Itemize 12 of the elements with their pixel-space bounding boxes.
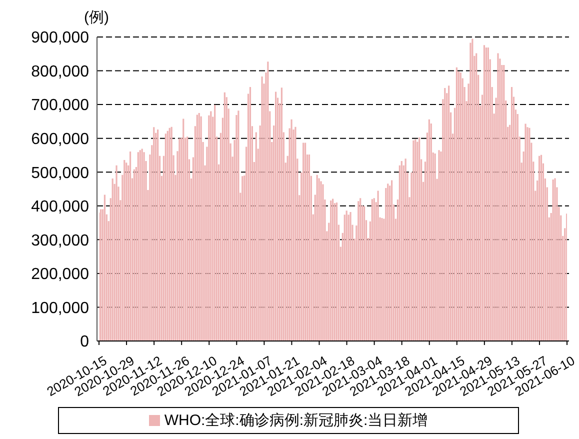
- y-tick-label: 900,000: [31, 30, 90, 47]
- y-tick-label: 0: [80, 334, 90, 351]
- y-tick-label: 400,000: [31, 198, 90, 216]
- y-tick-label: 800,000: [31, 63, 90, 80]
- y-tick-label: 300,000: [31, 232, 90, 250]
- y-tick-label: 700,000: [31, 97, 90, 114]
- y-axis-title: (例): [84, 8, 109, 27]
- y-tick-label: 600,000: [31, 131, 90, 148]
- y-tick-label: 200,000: [31, 266, 90, 284]
- y-tick-label: 100,000: [31, 300, 90, 317]
- y-tick-label: 500,000: [31, 164, 90, 182]
- legend-label: WHO:全球:确诊病例:新冠肺炎:当日新增: [163, 411, 428, 430]
